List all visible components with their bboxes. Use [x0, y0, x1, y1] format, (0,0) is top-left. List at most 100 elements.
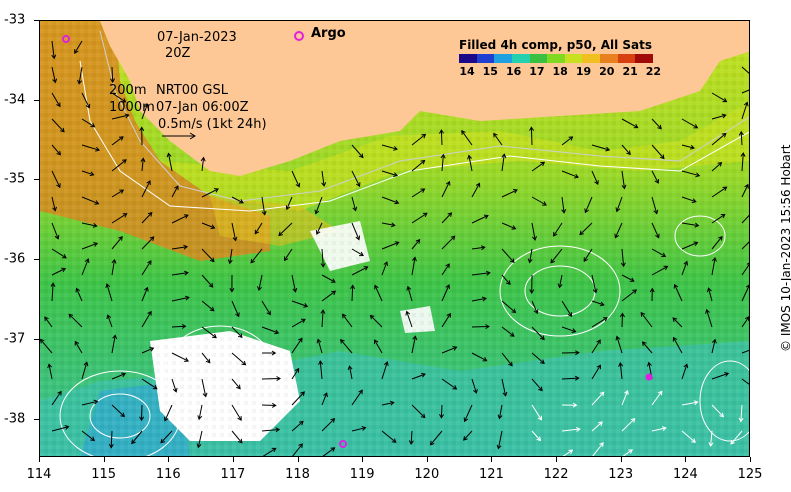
current-vector — [316, 222, 323, 235]
current-vector — [583, 248, 593, 262]
current-vector — [621, 313, 623, 328]
current-vector-head — [383, 261, 389, 266]
x-tick-mark — [685, 457, 687, 462]
current-vector-head — [74, 49, 79, 54]
current-vector — [168, 153, 173, 172]
current-vector — [107, 314, 113, 328]
current-vector — [711, 339, 716, 354]
current-vector — [411, 404, 426, 418]
current-vector — [351, 222, 360, 240]
current-vector-head — [553, 231, 558, 237]
current-vector-head — [744, 183, 749, 189]
current-vector — [111, 373, 126, 380]
current-vector — [81, 118, 95, 128]
current-vector — [591, 144, 610, 151]
color-bar-swatch — [600, 54, 618, 63]
current-vector — [501, 189, 518, 198]
current-vector-head — [493, 132, 498, 138]
current-vector — [441, 346, 457, 354]
current-vector-head — [508, 361, 513, 367]
current-vector-head — [542, 201, 547, 206]
current-vector — [711, 186, 727, 198]
current-vector-head — [473, 388, 478, 394]
current-vector — [262, 447, 276, 456]
current-vector — [340, 339, 353, 354]
current-vector-head — [661, 252, 667, 257]
y-tick-mark — [34, 259, 39, 261]
color-bar-tick-label: 19 — [575, 65, 592, 78]
current-vector-head — [497, 414, 503, 420]
current-vector-head — [630, 418, 636, 423]
current-vector-head — [412, 335, 418, 341]
current-vector — [110, 430, 113, 448]
current-vector-head — [481, 296, 487, 302]
current-vector — [651, 196, 658, 214]
current-vector — [471, 378, 477, 394]
current-vector-head — [119, 189, 125, 194]
current-vector — [591, 170, 599, 185]
current-vector — [406, 311, 413, 328]
current-vector-head — [529, 289, 535, 294]
sst-map[interactable]: 07-Jan-2023 20Z 200m NRT00 GSL 1000m 07-… — [39, 20, 750, 457]
current-vector-head — [340, 338, 345, 344]
current-vector — [349, 366, 353, 380]
current-vector-head — [584, 208, 589, 214]
current-vector — [741, 153, 744, 172]
current-vector — [711, 92, 727, 103]
current-vector-head — [408, 440, 414, 445]
current-vector-head — [572, 402, 578, 408]
current-vector — [51, 196, 56, 211]
current-vector-head — [283, 256, 289, 262]
current-vector-head — [743, 101, 749, 107]
current-vector-head — [147, 260, 152, 265]
current-vector — [681, 170, 700, 177]
current-vector-head — [657, 124, 662, 130]
current-vector — [471, 352, 487, 362]
current-vector — [81, 362, 88, 380]
current-vector-head — [536, 436, 542, 442]
current-vector — [461, 130, 473, 146]
current-vector-head — [540, 335, 545, 341]
current-vector — [531, 222, 536, 240]
current-vector — [51, 283, 54, 302]
current-vector — [411, 134, 426, 146]
current-vector-head — [181, 323, 187, 329]
current-vector — [48, 364, 53, 380]
current-vector-head — [300, 318, 306, 324]
current-vector — [410, 430, 413, 445]
current-vector — [374, 339, 383, 354]
current-vector-head — [647, 361, 652, 367]
current-vector — [619, 362, 623, 380]
current-vector — [614, 222, 623, 238]
current-vector — [651, 427, 667, 432]
current-vector-head — [122, 213, 128, 218]
current-vector — [681, 196, 696, 203]
scale-arrow-icon — [162, 132, 196, 140]
current-vector — [411, 160, 425, 172]
current-vector-head — [90, 122, 96, 128]
current-vector — [471, 297, 486, 302]
y-tick-label: -34 — [4, 92, 26, 108]
current-vector — [621, 390, 629, 406]
current-vector — [74, 40, 83, 54]
current-vector — [321, 418, 335, 432]
current-vector — [141, 311, 152, 328]
color-bar-tick-label: 18 — [552, 65, 568, 78]
current-vector — [261, 429, 280, 432]
current-vector-head — [298, 443, 303, 449]
current-vector-head — [235, 312, 240, 318]
current-vector — [81, 144, 100, 151]
color-bar-tick-label: 22 — [645, 65, 662, 78]
current-vector-head — [485, 324, 490, 330]
x-tick-mark — [168, 457, 170, 462]
current-vector-head — [374, 339, 379, 345]
current-vector — [441, 263, 450, 276]
current-vector-head — [724, 372, 730, 377]
color-bar-swatch — [529, 54, 548, 63]
scale-label: 0.5m/s (1kt 24h) — [158, 117, 267, 132]
x-tick-mark — [620, 457, 622, 462]
current-vector-head — [47, 363, 53, 369]
current-vector — [322, 447, 335, 456]
current-vector — [681, 144, 695, 149]
current-vector-head — [57, 390, 62, 396]
